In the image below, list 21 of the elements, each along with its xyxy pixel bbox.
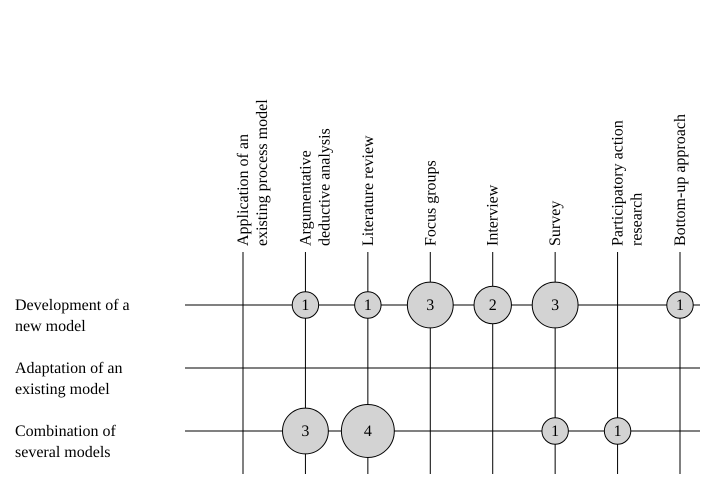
- data-label: 1: [301, 297, 310, 314]
- y-tick-label: Combination of several models: [15, 423, 117, 461]
- x-tick-label: Survey: [547, 200, 564, 246]
- x-tick-label: Interview: [484, 184, 502, 246]
- x-tick-label: Participatory action research: [610, 120, 646, 246]
- data-label: 2: [488, 297, 497, 314]
- data-label: 3: [426, 297, 434, 314]
- y-tick-label: Development of a new model: [15, 297, 130, 335]
- data-label: 1: [614, 423, 622, 440]
- data-label: 4: [364, 423, 372, 440]
- data-label: 1: [551, 423, 560, 440]
- x-tick-label: Focus groups: [422, 160, 440, 246]
- data-label: 3: [301, 423, 310, 440]
- x-tick-label: Application of an existing process model: [235, 98, 271, 246]
- x-tick-label: Literature review: [360, 134, 377, 246]
- data-label: 3: [551, 297, 560, 314]
- data-label: 1: [676, 297, 684, 314]
- data-label: 1: [364, 297, 372, 314]
- y-tick-label: Adaptation of an existing model: [15, 360, 123, 398]
- x-tick-label: Bottom-up approach: [672, 114, 689, 246]
- x-tick-label: Argumentative deductive analysis: [297, 128, 334, 246]
